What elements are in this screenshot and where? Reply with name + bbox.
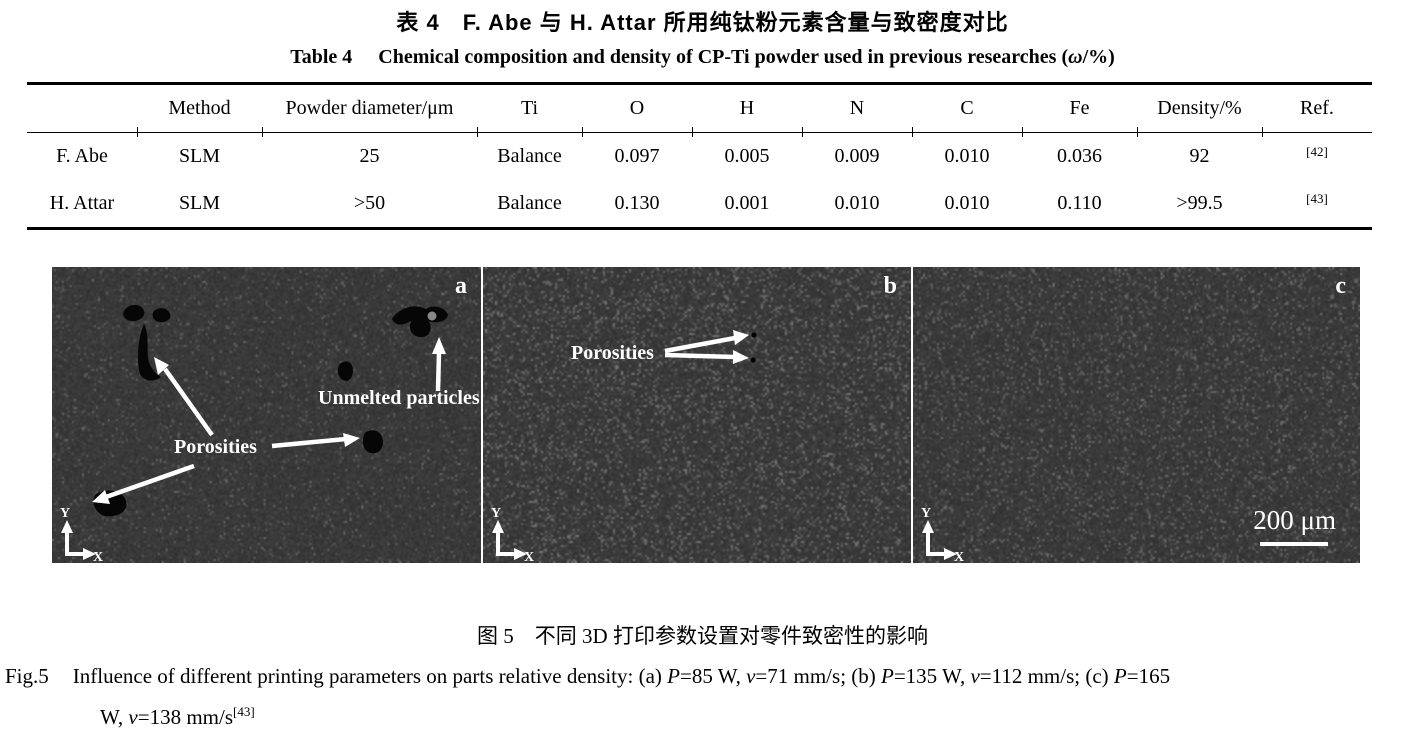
cell-ref: [43] bbox=[1262, 180, 1372, 229]
cell-method: SLM bbox=[137, 180, 262, 229]
table-row: H. Attar SLM >50 Balance 0.130 0.001 0.0… bbox=[27, 180, 1372, 229]
porosities-label: Porosities bbox=[174, 436, 257, 459]
omega-symbol: ω bbox=[1068, 46, 1082, 68]
col-header-o: O bbox=[582, 84, 692, 133]
sem-panel-b: Y X Porosities b bbox=[483, 267, 911, 563]
cell-c: 0.010 bbox=[912, 133, 1022, 181]
porosities-label: Porosities bbox=[571, 342, 654, 365]
cell-n: 0.009 bbox=[802, 133, 912, 181]
table-header-row: Method Powder diameter/μm Ti O H N C Fe … bbox=[27, 84, 1372, 133]
cell-researcher: F. Abe bbox=[27, 133, 137, 181]
figure-number-label: Fig.5 bbox=[5, 664, 49, 688]
cell-ti: Balance bbox=[477, 180, 582, 229]
table-title-cn: 表 4 F. Abe 与 H. Attar 所用纯钛粉元素含量与致密度对比 bbox=[0, 5, 1405, 37]
figure-caption-en: Fig.5 Influence of different printing par… bbox=[5, 662, 1403, 732]
cell-powder-diameter: 25 bbox=[262, 133, 477, 181]
col-header-h: H bbox=[692, 84, 802, 133]
cell-ref: [42] bbox=[1262, 133, 1372, 181]
cell-fe: 0.036 bbox=[1022, 133, 1137, 181]
panel-letter-a: a bbox=[455, 273, 467, 300]
cell-h: 0.005 bbox=[692, 133, 802, 181]
sem-panel-c: Y X 200 μm c bbox=[913, 267, 1360, 563]
cell-fe: 0.110 bbox=[1022, 180, 1137, 229]
col-header-c: C bbox=[912, 84, 1022, 133]
figure-caption-cn: 图 5 不同 3D 打印参数设置对零件致密性的影响 bbox=[0, 620, 1405, 650]
scale-bar bbox=[1260, 542, 1328, 546]
cell-o: 0.130 bbox=[582, 180, 692, 229]
panel-letter-c: c bbox=[1335, 273, 1346, 300]
cell-density: 92 bbox=[1137, 133, 1262, 181]
cell-n: 0.010 bbox=[802, 180, 912, 229]
col-header-ti: Ti bbox=[477, 84, 582, 133]
cell-powder-diameter: >50 bbox=[262, 180, 477, 229]
cell-method: SLM bbox=[137, 133, 262, 181]
figure-caption-en-text: Influence of different printing paramete… bbox=[73, 664, 1170, 688]
cell-h: 0.001 bbox=[692, 180, 802, 229]
table-row: F. Abe SLM 25 Balance 0.097 0.005 0.009 … bbox=[27, 133, 1372, 181]
col-header-fe: Fe bbox=[1022, 84, 1137, 133]
table-title-en-text: Chemical composition and density of CP-T… bbox=[378, 46, 1068, 68]
ref-superscript: [43] bbox=[1306, 191, 1328, 206]
col-header-method: Method bbox=[137, 84, 262, 133]
composition-table: Method Powder diameter/μm Ti O H N C Fe … bbox=[27, 82, 1372, 230]
cell-ti: Balance bbox=[477, 133, 582, 181]
col-header bbox=[27, 84, 137, 133]
sem-panel-a: Y X Porosities Unmelted particles a bbox=[52, 267, 481, 563]
unmelted-particles-label: Unmelted particles bbox=[318, 387, 480, 410]
col-header-powder-diameter: Powder diameter/μm bbox=[262, 84, 477, 133]
ref-superscript: [42] bbox=[1306, 144, 1328, 159]
table-title-en-label: Table 4 bbox=[290, 46, 352, 68]
cell-c: 0.010 bbox=[912, 180, 1022, 229]
paper-page: 表 4 F. Abe 与 H. Attar 所用纯钛粉元素含量与致密度对比 Ta… bbox=[0, 0, 1405, 738]
cell-o: 0.097 bbox=[582, 133, 692, 181]
sem-figure-strip: Y X Porosities Unmelted particles a bbox=[52, 267, 1360, 563]
col-header-density: Density/% bbox=[1137, 84, 1262, 133]
table-title-en: Table 4 Chemical composition and density … bbox=[0, 46, 1405, 69]
cell-researcher: H. Attar bbox=[27, 180, 137, 229]
scale-bar-label: 200 μm bbox=[1253, 505, 1336, 536]
cell-density: >99.5 bbox=[1137, 180, 1262, 229]
figure-caption-en-line1: Fig.5 Influence of different printing par… bbox=[5, 662, 1403, 690]
sem-micrograph-b bbox=[483, 267, 911, 563]
panel-letter-b: b bbox=[884, 273, 897, 300]
sem-micrograph-a bbox=[52, 267, 481, 563]
col-header-ref: Ref. bbox=[1262, 84, 1372, 133]
figure-caption-en-line2: W, v=138 mm/s[43] bbox=[100, 703, 1403, 731]
col-header-n: N bbox=[802, 84, 912, 133]
